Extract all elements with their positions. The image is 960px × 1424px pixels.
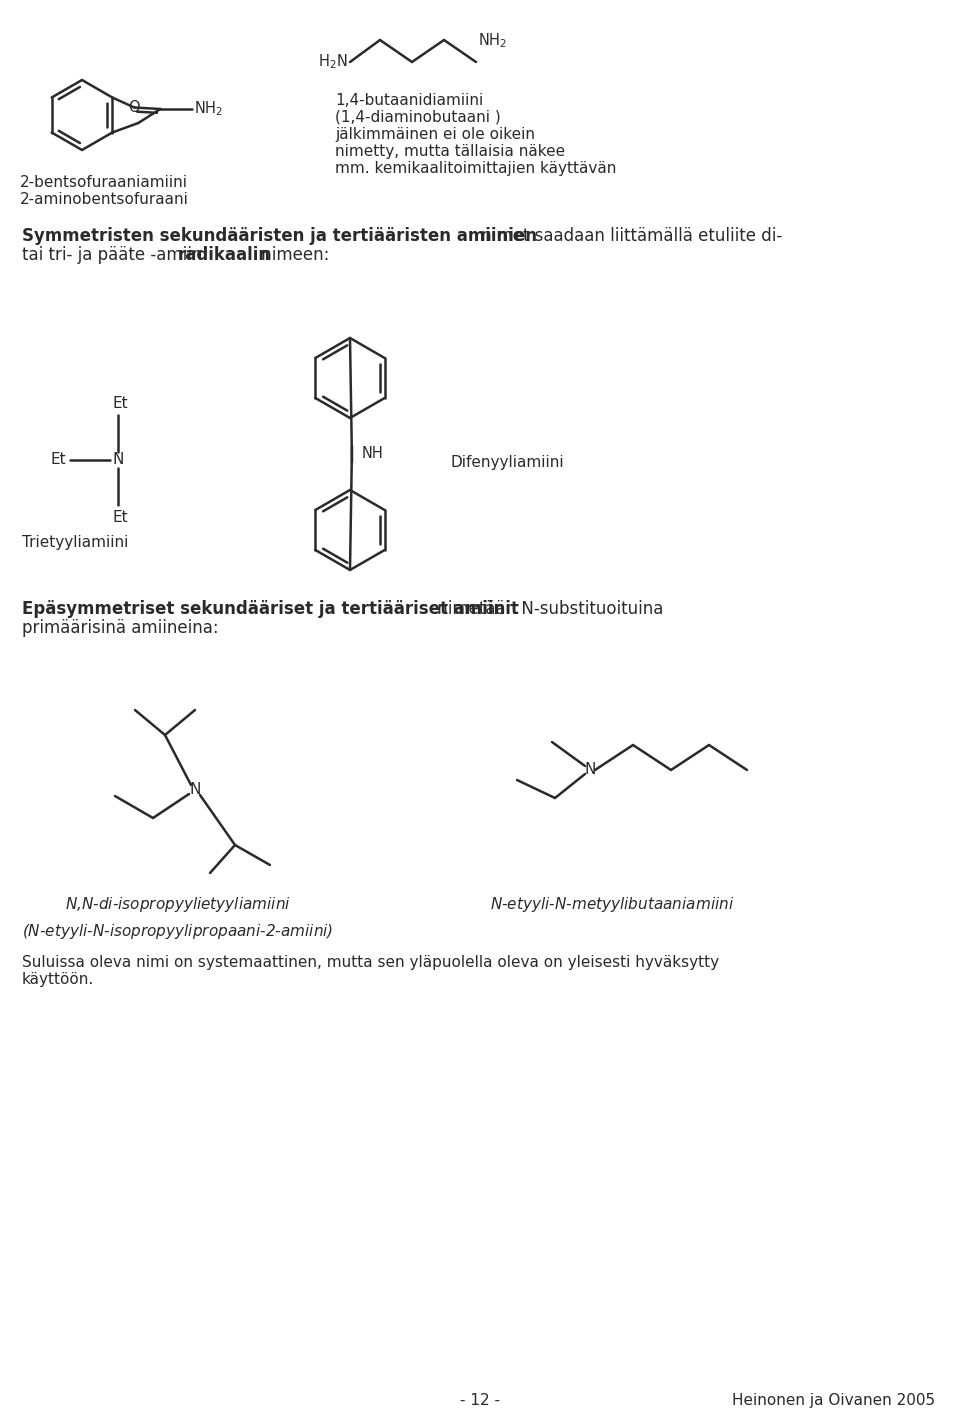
Text: nimet saadaan liittämällä etuliite di-: nimet saadaan liittämällä etuliite di- [476, 226, 782, 245]
Text: (1,4-diaminobutaani ): (1,4-diaminobutaani ) [335, 110, 501, 125]
Text: Et: Et [50, 453, 66, 467]
Text: jälkimmäinen ei ole oikein: jälkimmäinen ei ole oikein [335, 127, 535, 142]
Text: Symmetristen sekundääristen ja tertiääristen amiinien: Symmetristen sekundääristen ja tertiääri… [22, 226, 537, 245]
Text: N: N [189, 783, 201, 797]
Text: Suluissa oleva nimi on systemaattinen, mutta sen yläpuolella oleva on yleisesti : Suluissa oleva nimi on systemaattinen, m… [22, 956, 719, 970]
Text: H$_2$N: H$_2$N [319, 53, 348, 71]
Text: ($N$-etyyli-$N$-isopropyylipropaani-2-amiini): ($N$-etyyli-$N$-isopropyylipropaani-2-am… [22, 921, 333, 941]
Text: $N$,$N$-di-isopropyylietyyliamiini: $N$,$N$-di-isopropyylietyyliamiini [65, 896, 291, 914]
Text: - 12 -: - 12 - [460, 1393, 500, 1408]
Text: Heinonen ja Oivanen 2005: Heinonen ja Oivanen 2005 [732, 1393, 935, 1408]
Text: 2-bentsofuraaniamiini: 2-bentsofuraaniamiini [20, 175, 188, 189]
Text: $N$-etyyli-$N$-metyylibutaaniamiini: $N$-etyyli-$N$-metyylibutaaniamiini [490, 896, 734, 914]
Text: primäärisinä amiineina:: primäärisinä amiineina: [22, 619, 219, 637]
Text: nimetään N-substituoituina: nimetään N-substituoituina [432, 600, 663, 618]
Text: NH$_2$: NH$_2$ [194, 100, 224, 118]
Text: Et: Et [112, 510, 128, 525]
Text: Difenyyliamiini: Difenyyliamiini [450, 456, 564, 470]
Text: nimeen:: nimeen: [256, 246, 329, 263]
Text: mm. kemikaalitoimittajien käyttävän: mm. kemikaalitoimittajien käyttävän [335, 161, 616, 177]
Text: radikaalin: radikaalin [178, 246, 271, 263]
Text: 2-aminobentsofuraani: 2-aminobentsofuraani [20, 192, 189, 206]
Text: käyttöön.: käyttöön. [22, 973, 94, 987]
Text: Epäsymmetriset sekundääriset ja tertiääriset amiinit: Epäsymmetriset sekundääriset ja tertiäär… [22, 600, 518, 618]
Text: O: O [129, 100, 140, 115]
Text: N: N [112, 453, 124, 467]
Text: Trietyyliamiini: Trietyyliamiini [22, 535, 129, 550]
Text: NH: NH [362, 447, 384, 461]
Text: N: N [585, 762, 596, 778]
Text: NH$_2$: NH$_2$ [478, 31, 507, 50]
Text: tai tri- ja pääte -amiini: tai tri- ja pääte -amiini [22, 246, 212, 263]
Text: 1,4-butaanidiamiini: 1,4-butaanidiamiini [335, 93, 483, 108]
Text: nimetty, mutta tällaisia näkee: nimetty, mutta tällaisia näkee [335, 144, 565, 159]
Text: Et: Et [112, 396, 128, 412]
